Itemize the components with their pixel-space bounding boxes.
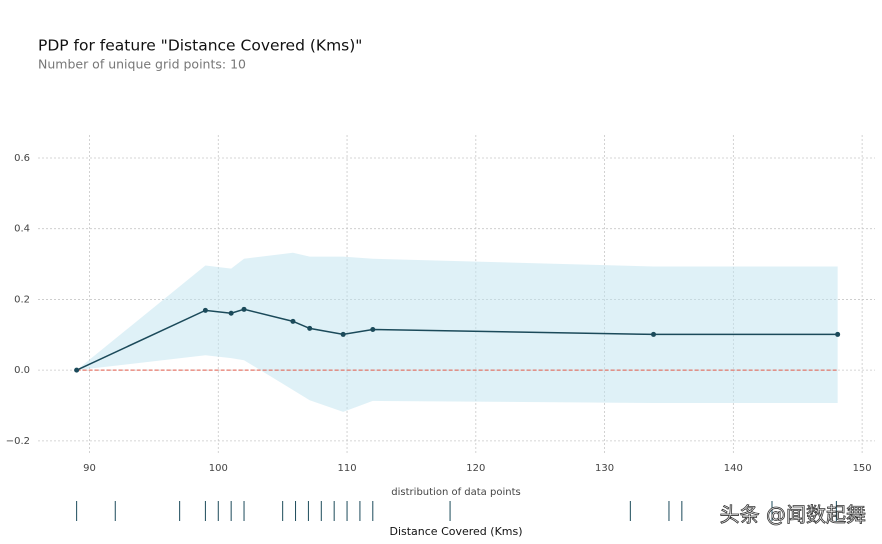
- pdp-point: [370, 326, 376, 332]
- pdp-point: [340, 331, 346, 337]
- y-tick-label: 0.0: [14, 365, 30, 376]
- pdp-line: [76, 308, 838, 371]
- x-tick-label: 110: [337, 463, 356, 474]
- pdp-point: [228, 310, 234, 316]
- pdp-point: [290, 318, 296, 324]
- y-tick-label: 0.4: [14, 224, 30, 235]
- x-tick-label: 120: [466, 463, 485, 474]
- y-tick-label: 0.2: [14, 294, 30, 305]
- x-tick-label: 140: [724, 463, 743, 474]
- confidence-band: [76, 252, 838, 412]
- pdp-point: [651, 331, 657, 337]
- x-axis-label: Distance Covered (Kms): [389, 525, 522, 538]
- rug-label: distribution of data points: [391, 487, 520, 498]
- pdp-point: [202, 307, 208, 313]
- chart-subtitle: Number of unique grid points: 10: [38, 57, 246, 72]
- chart-title: PDP for feature "Distance Covered (Kms)": [38, 37, 362, 55]
- watermark: 头条 @闻数起舞: [720, 503, 866, 527]
- y-tick-label: −0.2: [6, 436, 30, 447]
- y-tick-label: 0.6: [14, 153, 30, 164]
- pdp-point: [241, 306, 247, 312]
- x-tick-label: 130: [595, 463, 614, 474]
- x-tick-label: 150: [853, 463, 872, 474]
- pdp-point: [74, 367, 80, 373]
- x-tick-label: 90: [83, 463, 96, 474]
- pdp-point: [307, 325, 313, 331]
- x-tick-label: 100: [209, 463, 228, 474]
- pdp-point: [835, 331, 841, 337]
